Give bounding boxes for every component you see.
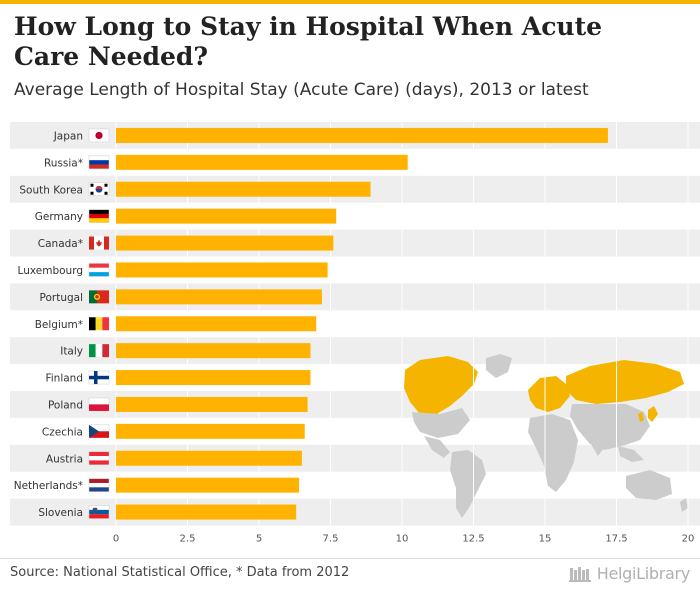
- top-accent-bar: [0, 0, 700, 4]
- netherlands-flag-icon: [88, 478, 110, 492]
- x-tick-label: 17.5: [605, 534, 627, 545]
- map-usa: [412, 408, 470, 438]
- chart-subtitle: Average Length of Hospital Stay (Acute C…: [14, 80, 589, 100]
- map-north-america: [404, 356, 478, 418]
- poland-flag-icon: [88, 397, 110, 411]
- row-band: [10, 337, 700, 365]
- map-russia: [566, 360, 684, 404]
- row-band: [10, 229, 700, 257]
- bar: [116, 127, 608, 143]
- bar-chart: Japan Russia* South Korea Germany Canada* Lux…: [10, 122, 700, 545]
- category-label: Portugal: [40, 292, 84, 304]
- bar: [116, 423, 305, 439]
- canada-flag-icon: [89, 236, 109, 250]
- x-tick-label: 2.5: [180, 534, 196, 545]
- x-tick-labels: 0 2.5 5 7.5 10 12.5 15 17.5 20: [113, 534, 695, 545]
- brand-name: HelgiLibrary: [596, 563, 691, 583]
- map-new-zealand: [680, 498, 688, 512]
- south-korea-flag-icon: [88, 182, 110, 196]
- russia-flag-icon: [88, 155, 110, 170]
- world-map-image: [404, 354, 688, 518]
- category-label: Austria: [46, 453, 83, 465]
- belgium-flag-icon: [89, 317, 110, 331]
- category-label: Slovenia: [38, 507, 83, 519]
- bar: [116, 181, 371, 197]
- map-japan: [648, 406, 658, 422]
- x-tick-label: 7.5: [323, 534, 339, 545]
- row-band: [10, 283, 700, 311]
- flags: [88, 128, 110, 519]
- category-label: Belgium*: [35, 319, 83, 331]
- bar: [116, 154, 408, 170]
- czechia-flag-icon: [88, 424, 110, 438]
- x-tick-label: 20: [682, 534, 695, 545]
- portugal-flag-icon: [89, 290, 109, 304]
- map-korea: [638, 412, 644, 422]
- category-label: Italy: [60, 346, 83, 358]
- bar: [116, 396, 308, 412]
- map-greenland: [486, 354, 512, 378]
- italy-flag-icon: [89, 344, 110, 358]
- x-tick-label: 15: [539, 534, 552, 545]
- bar: [116, 289, 322, 305]
- x-tick-label: 5: [256, 534, 262, 545]
- category-label: South Korea: [19, 184, 83, 196]
- category-label: Czechia: [42, 426, 83, 438]
- row-band: [10, 498, 700, 526]
- map-africa: [528, 414, 578, 492]
- category-label: Russia*: [44, 157, 83, 169]
- x-tick-label: 0: [113, 534, 119, 545]
- slovenia-flag-icon: [88, 505, 110, 519]
- map-europe: [528, 376, 570, 412]
- map-central-america: [424, 436, 450, 458]
- x-tick-label: 12.5: [462, 534, 484, 545]
- brand-logo: HelgiLibrary: [568, 562, 691, 584]
- map-south-america: [450, 450, 486, 518]
- footer-divider: [0, 558, 700, 559]
- library-icon: [568, 567, 591, 582]
- category-label: Poland: [48, 399, 83, 411]
- x-tick-label: 10: [396, 534, 409, 545]
- map-se-asia: [618, 446, 644, 462]
- category-label: Luxembourg: [18, 265, 83, 277]
- map-india: [592, 430, 606, 456]
- bar: [116, 504, 297, 520]
- category-label: Netherlands*: [14, 480, 83, 492]
- bar: [116, 235, 334, 251]
- bar: [116, 370, 311, 386]
- map-australia: [626, 470, 672, 500]
- category-label: Japan: [53, 130, 83, 142]
- bar: [116, 208, 337, 224]
- category-label: Finland: [45, 373, 83, 385]
- austria-flag-icon: [88, 451, 110, 465]
- bar: [116, 477, 300, 493]
- bar: [116, 316, 317, 332]
- germany-flag-icon: [88, 209, 110, 223]
- map-asia: [570, 404, 650, 450]
- finland-flag-icon: [88, 370, 110, 385]
- category-label: Germany: [35, 211, 83, 223]
- source-note: Source: National Statistical Office, * D…: [10, 565, 350, 580]
- category-labels: Japan Russia* South Korea Germany Canada* Lux…: [14, 130, 83, 519]
- bar: [116, 262, 328, 278]
- bar: [116, 450, 302, 466]
- bars: [116, 127, 608, 520]
- bar: [116, 343, 311, 359]
- chart-title: How Long to Stay in Hospital When Acute …: [14, 12, 603, 71]
- luxembourg-flag-icon: [88, 263, 110, 277]
- category-label: Canada*: [38, 238, 83, 250]
- japan-flag-icon: [88, 128, 110, 143]
